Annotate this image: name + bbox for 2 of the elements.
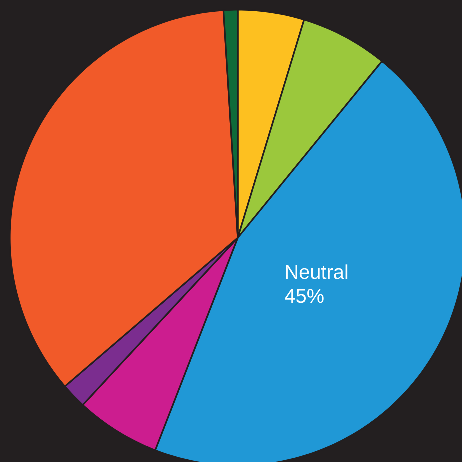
slice-label: Neutral: [286, 264, 348, 280]
data-label: 45%: [285, 289, 324, 304]
